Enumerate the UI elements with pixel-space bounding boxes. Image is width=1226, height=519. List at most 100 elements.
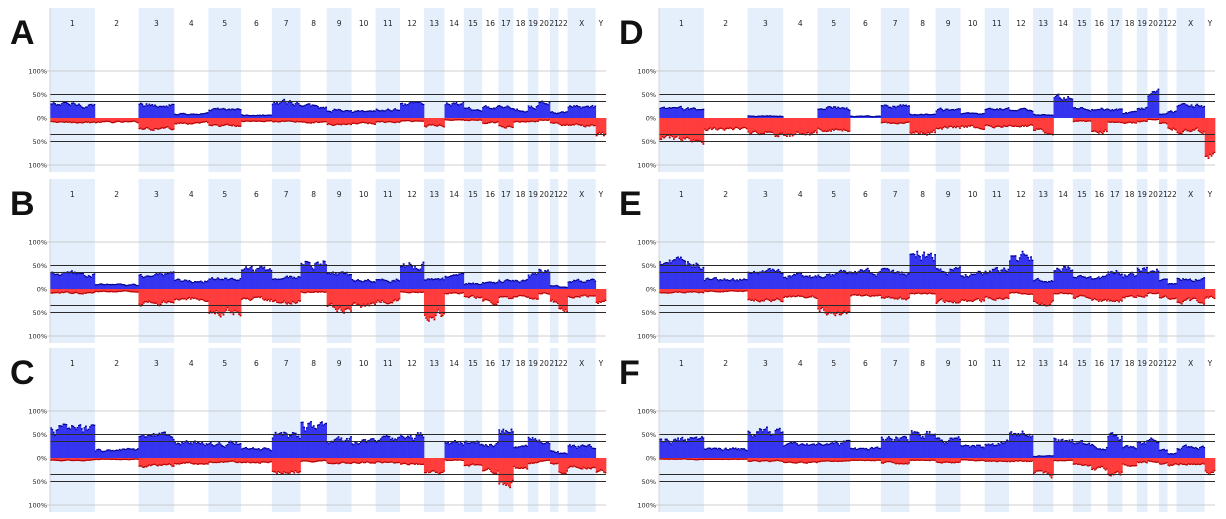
loss-bar-edge xyxy=(246,297,249,299)
gain-bar xyxy=(188,114,191,118)
gain-bar-edge xyxy=(85,106,87,108)
gain-bar-edge xyxy=(750,115,753,117)
loss-bar xyxy=(79,118,82,124)
loss-bar xyxy=(470,458,473,465)
loss-bar-edge xyxy=(65,291,68,293)
gain-bar xyxy=(308,103,311,118)
loss-bar-edge xyxy=(570,124,573,126)
gain-bar-edge xyxy=(229,109,232,111)
gain-bar xyxy=(533,439,535,458)
gain-bar-edge xyxy=(87,275,90,277)
loss-bar-edge xyxy=(401,120,404,122)
loss-bar-edge xyxy=(90,459,93,461)
gain-bar xyxy=(591,447,594,458)
gain-bar xyxy=(385,109,388,118)
loss-bar xyxy=(699,118,702,142)
gain-bar xyxy=(131,283,134,289)
loss-bar xyxy=(72,118,75,123)
gain-bar-edge xyxy=(167,106,169,108)
loss-bar-edge xyxy=(494,303,497,305)
loss-bar-edge xyxy=(501,125,503,128)
loss-bar-edge xyxy=(58,459,61,462)
gain-bar-edge xyxy=(154,435,156,437)
gain-bar-edge xyxy=(514,109,517,112)
gain-bar xyxy=(267,269,270,289)
gain-bar-edge xyxy=(62,423,65,425)
loss-bar-edge xyxy=(245,120,247,122)
gain-bar xyxy=(428,278,430,289)
loss-bar xyxy=(68,118,70,123)
loss-bar xyxy=(184,458,186,464)
loss-bar xyxy=(364,458,367,464)
gain-bar-edge xyxy=(486,445,488,447)
gain-bar-edge xyxy=(291,277,294,279)
loss-bar xyxy=(317,118,319,123)
gain-bar-edge xyxy=(216,443,219,445)
gain-bar-edge xyxy=(222,279,225,281)
gain-bar-edge xyxy=(307,261,310,263)
loss-bar-edge xyxy=(137,458,139,460)
loss-bar xyxy=(284,118,287,122)
loss-bar xyxy=(570,118,573,126)
gain-bar xyxy=(580,107,583,118)
gain-bar-edge xyxy=(71,270,73,272)
gain-bar-edge xyxy=(576,105,578,107)
gain-bar-edge xyxy=(229,278,232,280)
loss-bar xyxy=(535,289,538,300)
loss-bar-edge xyxy=(422,463,425,465)
loss-bar-edge xyxy=(484,298,487,300)
loss-bar xyxy=(290,458,293,472)
loss-bar-edge xyxy=(75,459,77,461)
loss-bar-edge xyxy=(80,460,83,462)
loss-bar xyxy=(110,289,113,293)
gain-bar xyxy=(219,443,222,458)
loss-bar-edge xyxy=(169,301,172,303)
loss-bar xyxy=(249,118,252,123)
gain-bar xyxy=(487,281,490,289)
y-tick-label: 100% xyxy=(28,408,47,416)
gain-bar xyxy=(321,421,323,458)
gain-bar xyxy=(236,279,239,289)
gain-bar-edge xyxy=(161,273,164,275)
gain-bar xyxy=(274,278,277,289)
gain-bar-edge xyxy=(241,269,243,271)
gain-bar-edge xyxy=(334,438,337,440)
gain-bar xyxy=(503,432,506,458)
gain-bar-edge xyxy=(212,278,215,280)
loss-bar xyxy=(545,458,548,461)
gain-bar-edge xyxy=(668,107,671,109)
gain-bar xyxy=(488,444,491,458)
gain-bar-edge xyxy=(355,110,358,112)
loss-bar xyxy=(192,458,195,465)
loss-bar xyxy=(277,458,280,473)
chromosome-label: 10 xyxy=(359,359,369,368)
loss-bar-edge xyxy=(580,124,583,127)
gain-bar xyxy=(663,106,665,118)
loss-bar-edge xyxy=(315,291,318,293)
gain-bar xyxy=(354,442,357,458)
gain-bar xyxy=(197,281,199,289)
gain-bar xyxy=(358,280,361,289)
gain-bar-edge xyxy=(271,437,274,439)
gain-bar xyxy=(221,445,223,458)
loss-bar-edge xyxy=(304,460,307,462)
loss-bar xyxy=(245,289,247,300)
gain-bar xyxy=(185,440,188,458)
loss-bar-edge xyxy=(231,125,233,127)
loss-bar-edge xyxy=(271,470,274,472)
gain-bar xyxy=(329,110,332,118)
gain-bar xyxy=(185,113,188,118)
gain-bar xyxy=(388,435,391,458)
gain-bar-edge xyxy=(415,267,418,270)
loss-bar xyxy=(208,118,211,126)
loss-bar-edge xyxy=(68,459,70,461)
gain-bar xyxy=(152,433,155,458)
loss-bar xyxy=(194,289,196,299)
gain-bar xyxy=(340,437,343,458)
loss-bar-edge xyxy=(447,459,449,461)
loss-bar xyxy=(597,289,600,305)
gain-bar-edge xyxy=(387,435,389,438)
loss-bar xyxy=(720,118,723,129)
loss-bar xyxy=(534,458,537,464)
loss-bar xyxy=(371,289,374,304)
